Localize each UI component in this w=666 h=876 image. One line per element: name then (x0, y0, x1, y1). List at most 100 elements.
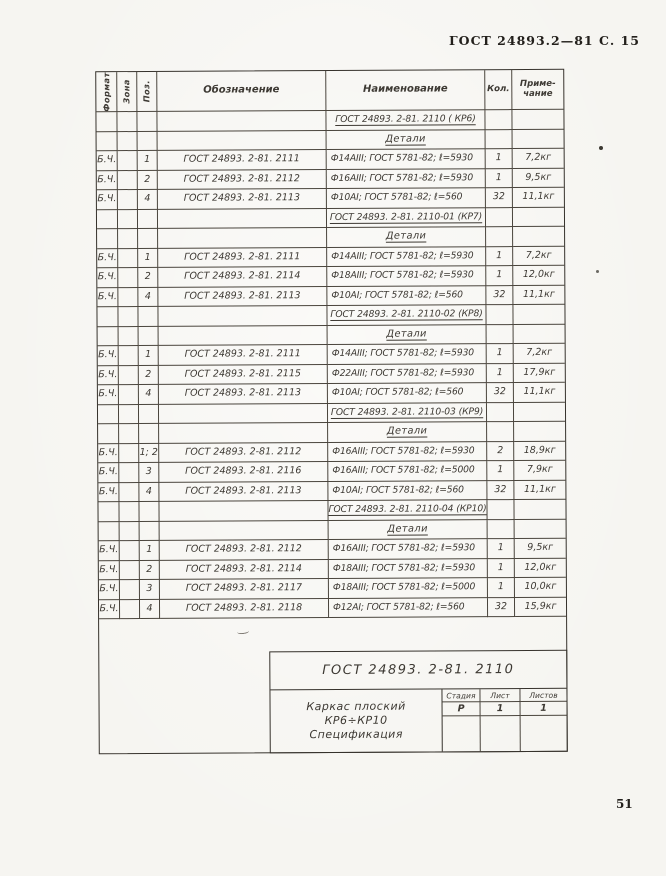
scan-artifact-dot (596, 270, 599, 273)
cell-format: Б.Ч. (98, 580, 120, 600)
cell-kol (486, 324, 514, 345)
cell-oboznachenie (157, 130, 327, 151)
cell-poz: 3 (139, 579, 160, 600)
cell-naimenovanie: Ф16АIII; ГОСТ 5781-82; ℓ=5930 (328, 441, 488, 463)
cell-naimenovanie: Ф18АIII; ГОСТ 5781-82; ℓ=5930 (327, 266, 487, 287)
cell-naimenovanie: Ф16АIII; ГОСТ 5781-82; ℓ=5930 (326, 168, 486, 190)
cell-format (96, 112, 118, 132)
cell-kol: 1 (486, 266, 514, 286)
stage-empty-cell (442, 716, 481, 752)
cell-primechanie: 18,9кг (514, 441, 566, 462)
cell-poz: 1 (138, 248, 159, 269)
cell-primechanie: 10,0кг (514, 577, 566, 598)
cell-naimenovanie: Ф18АIII; ГОСТ 5781-82; ℓ=5930 (328, 558, 488, 580)
section-title: ГОСТ 24893. 2-81. 2110-02 (КР8) (327, 305, 487, 326)
cell-primechanie: 17,9кг (513, 363, 565, 384)
cell-oboznachenie: ГОСТ 24893. 2-81. 2111 (158, 247, 328, 268)
sheets-col-header: Листов (520, 688, 567, 703)
cell-primechanie (514, 519, 566, 540)
cell-kol (486, 227, 514, 247)
cell-naimenovanie: Ф12АI; ГОСТ 5781-82; ℓ=560 (328, 597, 489, 619)
cell-zona (118, 365, 139, 386)
cell-oboznachenie (158, 228, 328, 249)
description-line-2: КР6÷КР10 (324, 713, 388, 727)
cell-naimenovanie: Ф18АIII; ГОСТ 5781-82; ℓ=5000 (328, 578, 488, 599)
cell-oboznachenie: ГОСТ 24893. 2-81. 2112 (159, 442, 329, 463)
cell-format: Б.Ч. (96, 190, 118, 210)
specification-sheet-frame: Формат Зона Поз. Обозначение Наименовани… (95, 68, 568, 755)
cell-kol: 32 (485, 188, 513, 208)
cell-primechanie (512, 109, 564, 130)
cell-zona (117, 131, 138, 152)
cell-oboznachenie: ГОСТ 24893. 2-81. 2116 (159, 462, 329, 483)
description-line-1: Каркас плоский (306, 699, 406, 713)
cell-kol: 1 (485, 149, 513, 169)
cell-format: Б.Ч. (97, 365, 119, 386)
running-header: ГОСТ 24893.2—81 С. 15 (449, 33, 640, 48)
cell-zona (118, 268, 139, 288)
column-header-primechanie: Приме- чание (512, 69, 564, 111)
cell-oboznachenie: ГОСТ 24893. 2-81. 2111 (157, 150, 327, 171)
cell-zona (118, 248, 139, 269)
cell-zona (117, 151, 138, 171)
specification-table: Формат Зона Поз. Обозначение Наименовани… (96, 69, 567, 620)
cell-format: Б.Ч. (97, 268, 119, 288)
cell-kol: 1 (487, 578, 515, 598)
cell-kol: 32 (487, 480, 515, 501)
cell-oboznachenie: ГОСТ 24893. 2-81. 2115 (158, 364, 328, 385)
cell-format (97, 326, 119, 347)
cell-zona (119, 482, 140, 503)
cell-kol: 1 (487, 461, 515, 481)
cell-poz: 4 (139, 599, 161, 620)
cell-format: Б.Ч. (97, 346, 119, 366)
cell-kol: 1 (487, 558, 515, 579)
cell-oboznachenie (159, 520, 329, 541)
cell-zona (119, 580, 140, 600)
cell-primechanie (513, 324, 565, 345)
cell-format (98, 502, 120, 522)
cell-kol: 1 (485, 168, 513, 189)
title-block-doc-number: ГОСТ 24893. 2-81. 2110 (270, 650, 567, 691)
stage-value: Р (442, 702, 481, 717)
cell-naimenovanie: Ф10АI; ГОСТ 5781-82; ℓ=560 (327, 285, 487, 307)
cell-poz (138, 228, 159, 249)
cell-zona (119, 541, 140, 561)
cell-primechanie: 7,2кг (513, 343, 565, 364)
cell-primechanie (514, 421, 566, 442)
section-title: ГОСТ 24893. 2-81. 2110-03 (КР9) (327, 402, 488, 424)
cell-oboznachenie: ГОСТ 24893. 2-81. 2112 (157, 169, 327, 190)
cell-format: Б.Ч. (98, 463, 120, 483)
description-line-3: Спецификация (309, 727, 403, 742)
cell-format: Б.Ч. (96, 170, 118, 191)
cell-poz (138, 306, 159, 327)
cell-poz (139, 423, 160, 444)
cell-oboznachenie (159, 501, 329, 522)
cell-primechanie: 12,0кг (513, 265, 565, 286)
cell-oboznachenie: ГОСТ 24893. 2-81. 2113 (158, 384, 328, 405)
cell-format: Б.Ч. (98, 443, 120, 464)
cell-format: Б.Ч. (98, 482, 120, 503)
title-block-description: Каркас плоский КР6÷КР10 Спецификация (270, 689, 443, 753)
cell-zona (118, 346, 139, 366)
cell-format (97, 404, 120, 425)
cell-kol (487, 500, 515, 520)
cell-kol: 1 (486, 363, 514, 384)
section-subheader: Детали (328, 422, 488, 443)
cell-poz: 4 (137, 189, 158, 210)
cell-format: Б.Ч. (97, 385, 119, 405)
cell-kol: 1 (487, 539, 515, 559)
cell-primechanie: 12,0кг (514, 558, 566, 579)
cell-zona (119, 502, 140, 522)
cell-zona (118, 307, 139, 327)
cell-oboznachenie: ГОСТ 24893. 2-81. 2114 (159, 559, 329, 580)
cell-poz (139, 521, 160, 542)
cell-kol: 1 (486, 246, 514, 267)
section-subheader: Детали (327, 324, 487, 346)
cell-poz: 1; 2 (139, 443, 160, 464)
page-number: 51 (616, 797, 633, 811)
cell-kol: 32 (486, 285, 514, 306)
cell-format (97, 229, 119, 249)
cell-kol: 32 (486, 383, 514, 403)
cell-poz: 4 (139, 482, 160, 503)
cell-zona (119, 521, 140, 542)
